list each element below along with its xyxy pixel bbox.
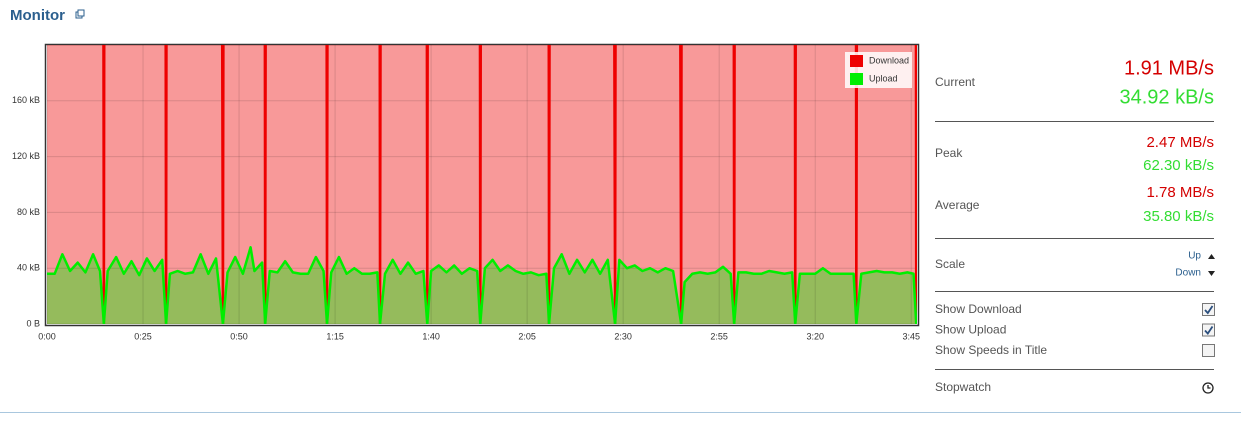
y-tick-label: 120 kB [12, 151, 40, 161]
x-tick-label: 3:45 [902, 331, 920, 341]
x-tick-label: 0:50 [230, 331, 248, 341]
option-label: Show Upload [935, 323, 1006, 337]
scale-up[interactable]: Up [1188, 251, 1201, 262]
y-tick-label: 80 kB [17, 207, 40, 217]
chart-frame [44, 43, 920, 327]
check-mark [1204, 305, 1214, 315]
stopwatch-icon[interactable] [1202, 382, 1214, 394]
legend-label: Upload [869, 73, 898, 83]
checkbox[interactable] [1202, 323, 1215, 337]
series-line [47, 246, 917, 324]
y-tick-label: 160 kB [12, 95, 40, 105]
x-tick-label: 2:05 [518, 331, 536, 341]
stats-panel: Current 1.91 MB/s 34.92 kB/s Peak 2.47 M… [935, 57, 1215, 394]
legend-swatch [850, 73, 863, 85]
popout-icon[interactable] [75, 9, 85, 19]
stat-upload: 35.80 kB/s [1143, 208, 1214, 225]
check-mark [1204, 325, 1214, 335]
x-tick-label: 2:30 [614, 331, 632, 341]
checkbox[interactable] [1202, 344, 1215, 357]
stat-label: Current [935, 75, 976, 89]
x-tick-label: 0:25 [134, 331, 152, 341]
x-tick-label: 1:15 [326, 331, 344, 341]
area-fill [47, 247, 917, 324]
option-label: Show Download [935, 302, 1022, 316]
legend-swatch [850, 55, 863, 67]
y-tick-label: 0 B [26, 318, 40, 328]
scale-label: Scale [935, 257, 965, 271]
down-arrow[interactable] [1208, 271, 1215, 276]
stat-upload: 34.92 kB/s [1119, 86, 1214, 108]
stat-download: 1.78 MB/s [1146, 184, 1214, 201]
x-tick-label: 0:00 [38, 331, 56, 341]
legend: Download Upload [845, 52, 912, 88]
checkbox[interactable] [1202, 303, 1215, 316]
stopwatch-label: Stopwatch [935, 380, 991, 394]
scale-down[interactable]: Down [1175, 268, 1201, 279]
up-arrow[interactable] [1208, 254, 1215, 259]
stat-download: 2.47 MB/s [1146, 134, 1214, 151]
legend-label: Download [869, 55, 909, 65]
y-tick-label: 40 kB [17, 263, 40, 273]
x-tick-label: 2:55 [710, 331, 728, 341]
option-label: Show Speeds in Title [935, 343, 1047, 357]
x-tick-label: 1:40 [422, 331, 440, 341]
x-tick-label: 3:20 [806, 331, 824, 341]
stat-label: Average [935, 198, 980, 212]
stat-upload: 62.30 kB/s [1143, 157, 1214, 174]
stat-download: 1.91 MB/s [1124, 57, 1214, 79]
page-title: Monitor [10, 7, 65, 24]
stat-label: Peak [935, 146, 963, 160]
